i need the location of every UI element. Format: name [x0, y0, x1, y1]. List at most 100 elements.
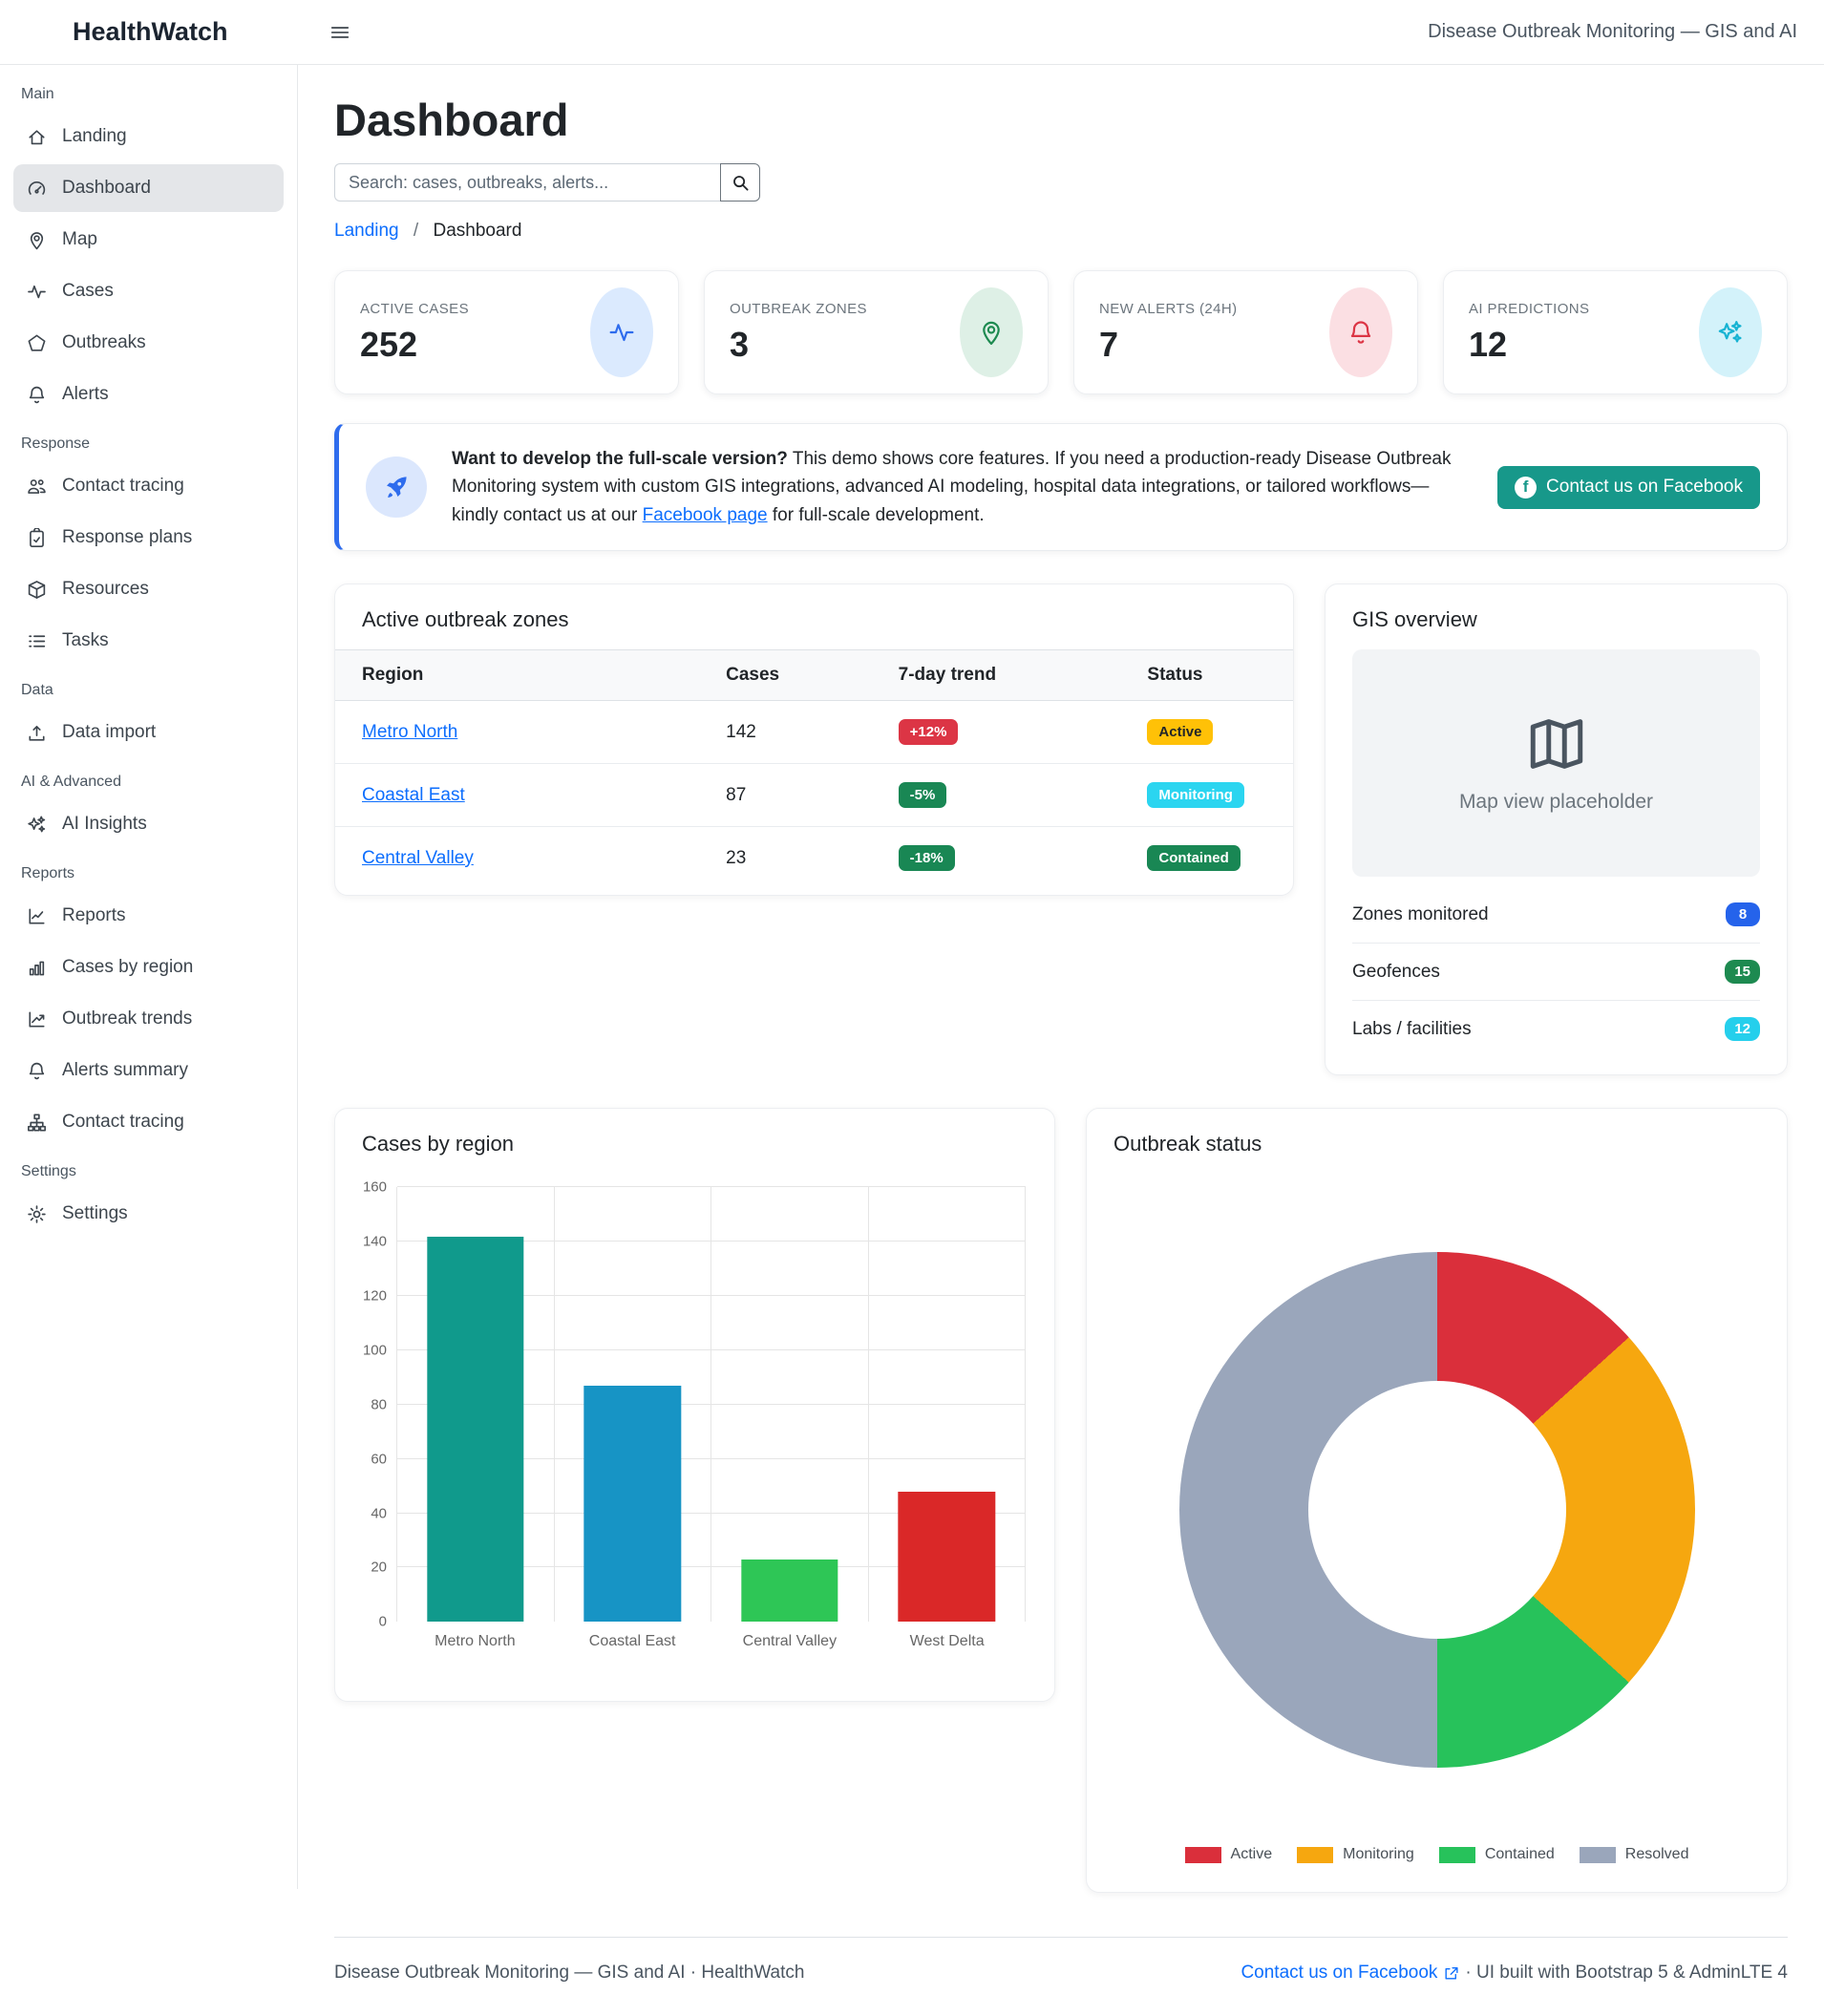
- sidebar-item-contact-tracing[interactable]: Contact tracing: [13, 1098, 284, 1146]
- x-category-label: Central Valley: [711, 1633, 869, 1650]
- sidebar-item-cases[interactable]: Cases: [13, 267, 284, 315]
- sidebar-item-contact-tracing[interactable]: Contact tracing: [13, 462, 284, 510]
- map-placeholder-label: Map view placeholder: [1459, 791, 1653, 814]
- status-cell: Active: [1120, 701, 1293, 764]
- breadcrumb: Landing / Dashboard: [334, 221, 1788, 242]
- rocket-icon: [366, 456, 427, 518]
- stat-label: NEW ALERTS (24H): [1099, 301, 1238, 317]
- region-link[interactable]: Central Valley: [362, 848, 474, 868]
- bell-icon: [27, 385, 47, 405]
- activity-icon: [608, 319, 635, 346]
- donut-chart-title: Outbreak status: [1087, 1109, 1787, 1174]
- sidebar-item-label: AI Insights: [62, 814, 147, 835]
- bar-chart-icon: [27, 958, 47, 978]
- trend-badge: -18%: [899, 845, 955, 871]
- sidebar-item-resources[interactable]: Resources: [13, 565, 284, 613]
- house-icon: [27, 127, 47, 147]
- cases-cell: 87: [699, 764, 872, 827]
- y-tick-label: 100: [363, 1342, 387, 1358]
- upload-icon: [27, 723, 47, 743]
- region-link[interactable]: Metro North: [362, 722, 457, 742]
- sidebar-item-reports[interactable]: Reports: [13, 892, 284, 940]
- stat-label: OUTBREAK ZONES: [730, 301, 867, 317]
- trend-up-icon: [27, 1009, 47, 1029]
- trend-badge: +12%: [899, 719, 959, 745]
- search-button[interactable]: [720, 163, 760, 202]
- sidebar-item-ai-insights[interactable]: AI Insights: [13, 800, 284, 848]
- sidebar-item-dashboard[interactable]: Dashboard: [13, 164, 284, 212]
- bell-icon: [1347, 319, 1374, 346]
- breadcrumb-landing-link[interactable]: Landing: [334, 221, 399, 241]
- facebook-icon: f: [1515, 477, 1537, 499]
- table-column-header: Region: [335, 650, 699, 701]
- gis-count-pill: 12: [1725, 1017, 1760, 1041]
- sidebar-item-outbreaks[interactable]: Outbreaks: [13, 319, 284, 367]
- external-link-icon: [1443, 1965, 1459, 1982]
- y-tick-label: 120: [363, 1288, 387, 1305]
- speedometer-icon: [27, 179, 47, 199]
- legend-swatch: [1439, 1847, 1475, 1863]
- sidebar-item-alerts-summary[interactable]: Alerts summary: [13, 1047, 284, 1094]
- region-cell: Coastal East: [335, 764, 699, 827]
- sidebar-section-label: Data: [21, 682, 276, 699]
- y-tick-label: 160: [363, 1179, 387, 1196]
- sparkles-icon: [1717, 319, 1744, 346]
- sidebar-section-label: AI & Advanced: [21, 774, 276, 791]
- search-input[interactable]: [334, 163, 720, 202]
- sidebar-item-outbreak-trends[interactable]: Outbreak trends: [13, 995, 284, 1043]
- hamburger-icon: [329, 21, 351, 44]
- bar-chart-title: Cases by region: [335, 1109, 1054, 1174]
- stat-value: 12: [1469, 325, 1589, 365]
- bar-west-delta: [899, 1492, 995, 1623]
- sidebar-item-cases-by-region[interactable]: Cases by region: [13, 944, 284, 991]
- gis-item-label: Zones monitored: [1352, 904, 1489, 925]
- sidebar-item-settings[interactable]: Settings: [13, 1190, 284, 1238]
- sidebar-item-data-import[interactable]: Data import: [13, 709, 284, 756]
- footer-facebook-link[interactable]: Contact us on Facebook: [1241, 1963, 1437, 1984]
- cases-cell: 23: [699, 827, 872, 890]
- donut-hole: [1308, 1381, 1566, 1639]
- brand-logo[interactable]: HealthWatch: [0, 17, 298, 47]
- bar-coastal-east: [584, 1386, 681, 1622]
- stat-value: 252: [360, 325, 469, 365]
- region-cell: Metro North: [335, 701, 699, 764]
- x-category-label: Metro North: [396, 1633, 554, 1650]
- legend-swatch: [1580, 1847, 1616, 1863]
- bar-metro-north: [427, 1237, 523, 1623]
- hamburger-menu-button[interactable]: [323, 13, 361, 52]
- legend-swatch: [1185, 1847, 1221, 1863]
- sidebar-item-map[interactable]: Map: [13, 216, 284, 264]
- contact-facebook-button[interactable]: f Contact us on Facebook: [1497, 466, 1760, 509]
- stat-value: 3: [730, 325, 867, 365]
- region-link[interactable]: Coastal East: [362, 785, 465, 805]
- map-placeholder: Map view placeholder: [1352, 649, 1760, 877]
- stat-icon-bubble: [1329, 287, 1392, 377]
- table-column-header: Status: [1120, 650, 1293, 701]
- x-category-label: West Delta: [868, 1633, 1026, 1650]
- sidebar-item-landing[interactable]: Landing: [13, 113, 284, 160]
- stat-card: OUTBREAK ZONES 3: [704, 270, 1049, 394]
- sidebar-item-response-plans[interactable]: Response plans: [13, 514, 284, 562]
- promo-banner: Want to develop the full-scale version? …: [334, 423, 1788, 551]
- facebook-page-link[interactable]: Facebook page: [643, 505, 768, 525]
- sidebar-item-tasks[interactable]: Tasks: [13, 617, 284, 665]
- page-title: Dashboard: [334, 94, 1788, 146]
- legend-label: Active: [1231, 1846, 1273, 1863]
- sidebar-item-label: Resources: [62, 579, 149, 600]
- region-cell: Central Valley: [335, 827, 699, 890]
- pentagon-icon: [27, 333, 47, 353]
- sidebar-item-alerts[interactable]: Alerts: [13, 371, 284, 418]
- geo-pin-icon: [27, 230, 47, 250]
- main-content: Dashboard Landing / Dashboard ACTIVE CAS…: [298, 65, 1824, 2016]
